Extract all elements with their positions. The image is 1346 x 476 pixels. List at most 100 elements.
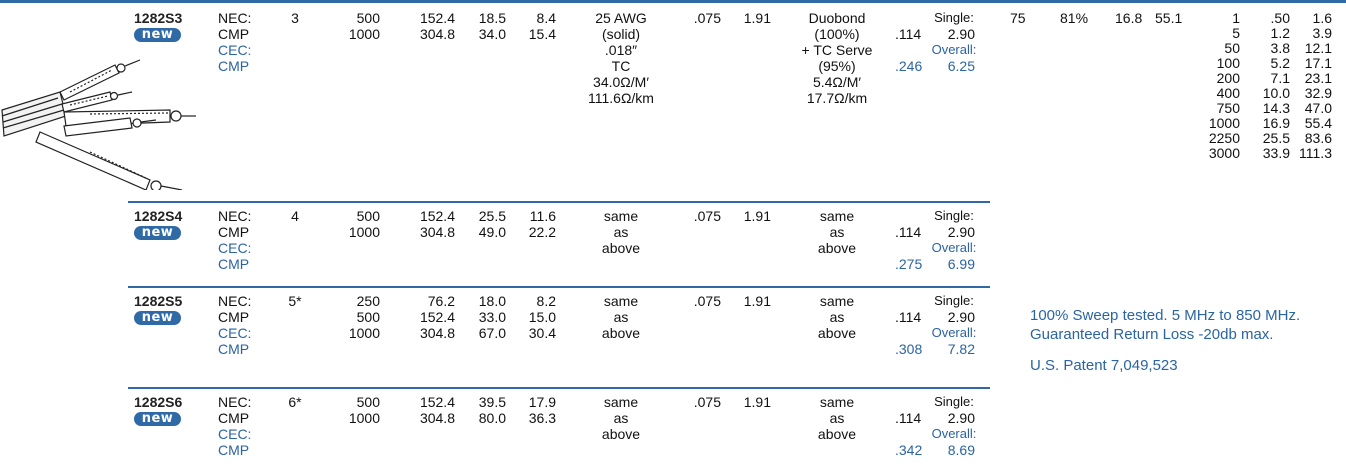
insulation-in: .075 xyxy=(693,293,721,309)
attenuation-db-100ft: 33.9 xyxy=(1262,145,1290,161)
new-badge: new xyxy=(134,311,181,325)
weight-lbs: 39.5 80.0 xyxy=(478,394,506,426)
row-divider xyxy=(128,387,990,389)
attenuation-row: 1000 16.9 55.4 xyxy=(1190,116,1340,131)
weight-kg: 11.6 22.2 xyxy=(528,208,556,240)
outer-diameter: Single: .114 2.90 Overall: .246 6.25 xyxy=(895,10,977,74)
weight-lbs: 18.0 33.0 67.0 xyxy=(478,293,506,341)
part-number: 1282S6 new xyxy=(134,394,183,426)
new-badge: new xyxy=(134,226,181,240)
attenuation-db-100ft: 25.5 xyxy=(1262,130,1290,146)
frequency-mhz: 1 xyxy=(1232,10,1240,26)
attenuation-db-100m: 83.6 xyxy=(1304,130,1332,146)
weight-lbs: 25.5 49.0 xyxy=(478,208,506,240)
attenuation-row: 3000 33.9 111.3 xyxy=(1190,146,1340,161)
attenuation-db-100ft: .50 xyxy=(1270,10,1290,26)
attenuation-db-100m: 47.0 xyxy=(1304,100,1332,116)
length-m: 152.4 304.8 xyxy=(419,208,455,240)
part-number: 1282S5 new xyxy=(134,293,183,325)
attenuation-db-100m: 1.6 xyxy=(1312,10,1332,26)
attenuation-db-100m: 32.9 xyxy=(1304,85,1332,101)
insulation-mm: 1.91 xyxy=(743,208,771,224)
insulation-mm: 1.91 xyxy=(743,293,771,309)
attenuation-row: 100 5.2 17.1 xyxy=(1190,56,1340,71)
attenuation-db-100m: 111.3 xyxy=(1299,145,1332,161)
capacitance-pf-m: 55.1 xyxy=(1155,10,1183,26)
row-divider xyxy=(128,201,990,203)
attenuation-db-100ft: 16.9 xyxy=(1262,115,1290,131)
attenuation-db-100m: 3.9 xyxy=(1312,25,1332,41)
attenuation-row: 5 1.2 3.9 xyxy=(1190,26,1340,41)
part-number: 1282S4 new xyxy=(134,208,183,240)
outer-diameter: Single: .114 2.90 Overall: .308 7.82 xyxy=(895,293,977,357)
length-m: 76.2 152.4 304.8 xyxy=(419,293,455,341)
sweep-test-note: 100% Sweep tested. 5 MHz to 850 MHz. Gua… xyxy=(1030,307,1301,343)
frequency-mhz: 100 xyxy=(1216,55,1240,71)
attenuation-row: 750 14.3 47.0 xyxy=(1190,101,1340,116)
capacitance-pf-ft: 16.8 xyxy=(1115,10,1143,26)
nec-rating: NEC: CMP CEC: CMP xyxy=(218,394,252,458)
conductor-count: 5* xyxy=(288,293,302,309)
attenuation-db-100ft: 3.8 xyxy=(1270,40,1290,56)
frequency-mhz: 5 xyxy=(1232,25,1240,41)
attenuation-db-100m: 12.1 xyxy=(1304,40,1332,56)
nec-rating: NEC: CMP CEC: CMP xyxy=(218,293,252,357)
attenuation-db-100ft: 7.1 xyxy=(1270,70,1290,86)
velocity: 81% xyxy=(1060,10,1089,26)
attenuation-db-100m: 55.4 xyxy=(1304,115,1332,131)
attenuation-db-100m: 17.1 xyxy=(1304,55,1332,71)
top-rule xyxy=(0,0,1346,3)
length-ft: 500 1000 xyxy=(348,394,380,426)
attenuation-db-100ft: 1.2 xyxy=(1270,25,1290,41)
attenuation-row: 2250 25.5 83.6 xyxy=(1190,131,1340,146)
length-m: 152.4 304.8 xyxy=(419,394,455,426)
length-m: 152.4 304.8 xyxy=(419,10,455,42)
insulation-in: .075 xyxy=(693,394,721,410)
shield-spec: Duobond (100%) + TC Serve (95%) 5.4Ω/M′ 17.7Ω… xyxy=(801,10,873,106)
conductor-spec: same as above xyxy=(601,208,641,256)
shield-spec: same as above xyxy=(817,293,857,341)
attenuation-db-100ft: 14.3 xyxy=(1262,100,1290,116)
nec-rating: NEC: CMP CEC: CMP xyxy=(218,10,252,74)
conductor-count: 6* xyxy=(288,394,302,410)
length-ft: 500 1000 xyxy=(348,208,380,240)
frequency-mhz: 400 xyxy=(1216,85,1240,101)
row-divider xyxy=(128,286,990,288)
attenuation-table: 1.50 1.6 5 1.2 3.9 50 3.8 12.1 100 5.2 17.1 200 7.1 2… xyxy=(1190,11,1340,161)
insulation-in: .075 xyxy=(693,10,721,26)
length-ft: 500 1000 xyxy=(348,10,380,42)
attenuation-db-100ft: 5.2 xyxy=(1270,55,1290,71)
cable-bundle-illustration xyxy=(1,59,196,190)
frequency-mhz: 50 xyxy=(1224,40,1240,56)
new-badge: new xyxy=(134,28,181,42)
insulation-mm: 1.91 xyxy=(743,10,771,26)
attenuation-row: 50 3.8 12.1 xyxy=(1190,41,1340,56)
conductor-count: 4 xyxy=(291,208,299,224)
conductor-spec: 25 AWG (solid) .018″ TC 34.0Ω/M′ 111.6Ω/km xyxy=(588,10,654,106)
attenuation-db-100m: 23.1 xyxy=(1304,70,1332,86)
part-number: 1282S3 new xyxy=(134,10,183,42)
insulation-mm: 1.91 xyxy=(743,394,771,410)
weight-kg: 8.2 15.0 30.4 xyxy=(528,293,556,341)
weight-lbs: 18.5 34.0 xyxy=(478,10,506,42)
attenuation-db-100ft: 10.0 xyxy=(1262,85,1290,101)
conductor-count: 3 xyxy=(291,10,299,26)
attenuation-row: 1 .50 1.6 xyxy=(1190,11,1340,26)
outer-diameter: Single: .114 2.90 Overall: .275 6.99 xyxy=(895,208,977,272)
weight-kg: 8.4 15.4 xyxy=(528,10,556,42)
shield-spec: same as above xyxy=(817,208,857,256)
insulation-in: .075 xyxy=(693,208,721,224)
frequency-mhz: 3000 xyxy=(1208,145,1240,161)
attenuation-row: 400 10.0 32.9 xyxy=(1190,86,1340,101)
conductor-spec: same as above xyxy=(601,293,641,341)
conductor-spec: same as above xyxy=(601,394,641,442)
attenuation-row: 200 7.1 23.1 xyxy=(1190,71,1340,86)
frequency-mhz: 2250 xyxy=(1208,130,1240,146)
length-ft: 250 500 1000 xyxy=(348,293,380,341)
outer-diameter: Single: .114 2.90 Overall: .342 8.69 xyxy=(895,394,977,458)
shield-spec: same as above xyxy=(817,394,857,442)
weight-kg: 17.9 36.3 xyxy=(528,394,556,426)
patent-note: U.S. Patent 7,049,523 xyxy=(1030,357,1178,374)
frequency-mhz: 200 xyxy=(1216,70,1240,86)
frequency-mhz: 750 xyxy=(1216,100,1240,116)
